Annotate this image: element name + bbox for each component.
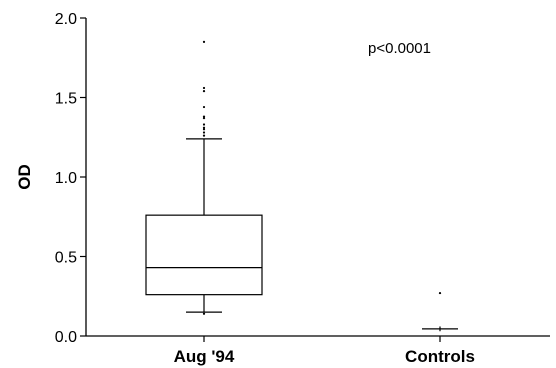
outlier-point xyxy=(202,40,206,43)
y-axis-title: OD xyxy=(15,164,34,190)
outlier-point xyxy=(202,117,206,120)
outlier-point xyxy=(202,115,206,118)
outlier-point xyxy=(202,105,206,109)
outlier-point xyxy=(202,126,206,129)
outlier-point xyxy=(202,312,206,315)
y-tick-label: 1.0 xyxy=(55,170,77,187)
x-category-label: Aug '94 xyxy=(174,347,235,366)
y-tick-label: 0.0 xyxy=(55,329,77,346)
box-iqr xyxy=(145,214,263,296)
outlier-point xyxy=(202,128,206,131)
y-tick-label: 0.5 xyxy=(55,250,77,267)
x-category-label: Controls xyxy=(405,347,475,366)
outlier-point xyxy=(202,134,206,137)
y-tick-label: 2.0 xyxy=(55,11,77,28)
outlier-point xyxy=(438,291,442,295)
outlier-point xyxy=(202,90,206,93)
axes-layer: OD p<0.0001 0.0 0.5 1.0 1.5 2.0 Aug '94 Contro… xyxy=(15,11,550,366)
box-group xyxy=(422,291,458,332)
box-group xyxy=(145,40,263,315)
y-tick-label: 1.5 xyxy=(55,91,77,108)
outlier-point xyxy=(202,86,206,90)
outlier-point xyxy=(202,123,206,126)
p-value-annotation: p<0.0001 xyxy=(368,40,431,57)
outlier-point xyxy=(202,131,206,134)
